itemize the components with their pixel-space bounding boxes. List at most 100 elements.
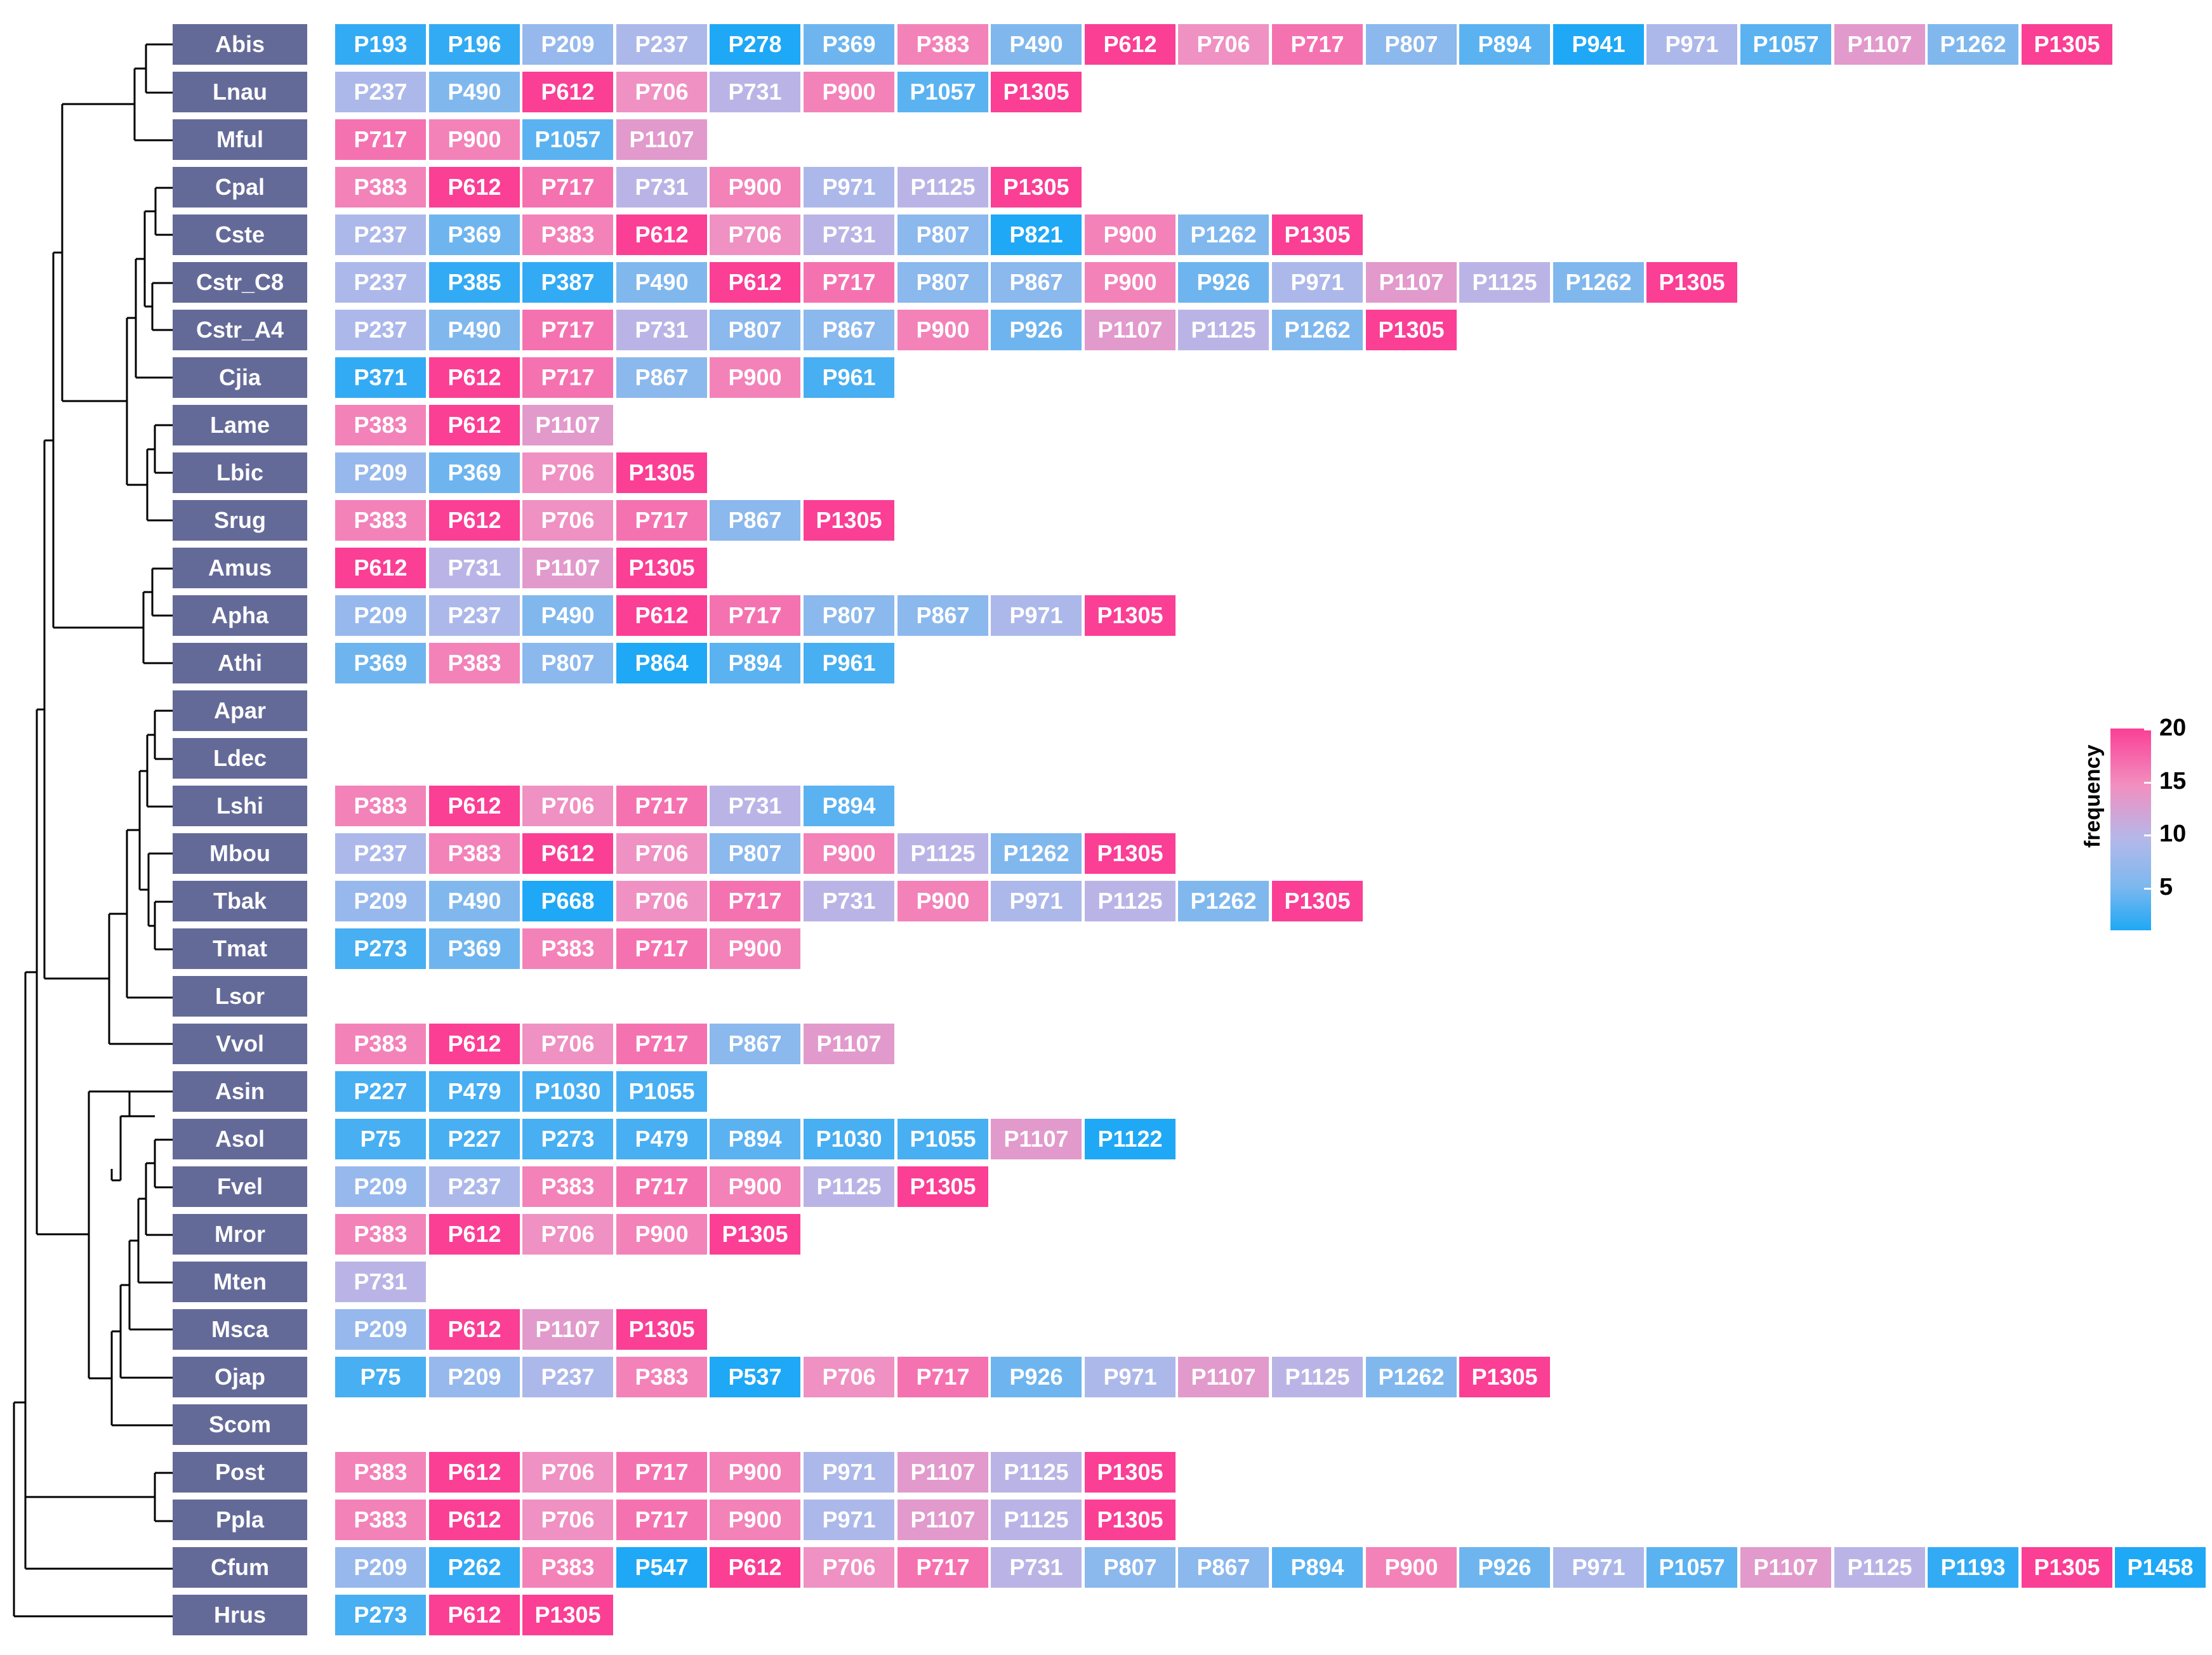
heatmap-cell: P227 [429, 1119, 520, 1159]
row-label: Lnau [173, 72, 307, 112]
heatmap-cell: P706 [804, 1547, 894, 1588]
heatmap-cell: P371 [335, 357, 426, 398]
heatmap-cell: P1055 [616, 1071, 707, 1112]
heatmap-cell: P706 [522, 452, 613, 493]
heatmap-cell: P971 [804, 167, 894, 208]
row-label: Ppla [173, 1500, 307, 1540]
heatmap-cell: P209 [335, 1309, 426, 1350]
legend-colorbar [2110, 729, 2151, 930]
heatmap-cell: P1262 [1178, 214, 1269, 255]
heatmap-cell: P273 [522, 1119, 613, 1159]
heatmap-cell: P717 [522, 167, 613, 208]
row-label: Lbic [173, 452, 307, 493]
heatmap-cell: P941 [1553, 24, 1644, 65]
heatmap-cell: P971 [991, 595, 1082, 636]
heatmap-cell: P1262 [1272, 310, 1363, 350]
heatmap-cell: P490 [616, 262, 707, 303]
heatmap-cell: P900 [710, 1500, 800, 1540]
heatmap-cell: P867 [897, 595, 988, 636]
row-label: Cjia [173, 357, 307, 398]
heatmap-cell: P383 [429, 833, 520, 874]
heatmap-cell: P717 [710, 881, 800, 921]
row-label: Ojap [173, 1357, 307, 1397]
heatmap-cell: P369 [429, 452, 520, 493]
heatmap-cell: P867 [710, 500, 800, 541]
heatmap-cell: P273 [335, 928, 426, 969]
heatmap-cell: P1262 [1928, 24, 2018, 65]
heatmap-cell: P894 [710, 643, 800, 683]
heatmap-cell: P1305 [1272, 881, 1363, 921]
legend-tick-label: 5 [2159, 874, 2173, 900]
heatmap-cell: P612 [429, 1309, 520, 1350]
heatmap-cell: P1305 [991, 72, 1082, 112]
heatmap-cell: P1107 [1178, 1357, 1269, 1397]
heatmap-cell: P900 [616, 1214, 707, 1255]
heatmap-cell: P706 [616, 833, 707, 874]
heatmap-cell: P262 [429, 1547, 520, 1588]
heatmap-cell: P612 [429, 1024, 520, 1064]
row-label: Asol [173, 1119, 307, 1159]
heatmap-cell: P717 [897, 1357, 988, 1397]
heatmap-cell: P1305 [1085, 595, 1176, 636]
row-label: Amus [173, 548, 307, 588]
row-label: Fvel [173, 1166, 307, 1207]
heatmap-cell: P612 [429, 1452, 520, 1493]
heatmap-cell: P807 [897, 214, 988, 255]
heatmap-cell: P926 [991, 1357, 1082, 1397]
heatmap-cell: P1305 [616, 452, 707, 493]
heatmap-cell: P1305 [991, 167, 1082, 208]
heatmap-cell: P1262 [1366, 1357, 1457, 1397]
heatmap-cell: P612 [710, 1547, 800, 1588]
heatmap-cell: P369 [335, 643, 426, 683]
heatmap-cell: P1107 [1834, 24, 1925, 65]
heatmap-cell: P387 [522, 262, 613, 303]
heatmap-cell: P1125 [1834, 1547, 1925, 1588]
heatmap-cell: P1030 [522, 1071, 613, 1112]
legend-tick-label: 15 [2159, 768, 2187, 795]
heatmap-cell: P383 [522, 1166, 613, 1207]
heatmap-cell: P807 [1366, 24, 1457, 65]
heatmap-cell: P479 [616, 1119, 707, 1159]
heatmap-cell: P1030 [804, 1119, 894, 1159]
heatmap-cell: P900 [710, 167, 800, 208]
row-label: Hrus [173, 1595, 307, 1635]
heatmap-cell: P717 [616, 1024, 707, 1064]
heatmap-cell: P717 [710, 595, 800, 636]
heatmap-cell: P731 [710, 72, 800, 112]
heatmap-cell: P1305 [897, 1166, 988, 1207]
heatmap-cell: P900 [1366, 1547, 1457, 1588]
heatmap-cell: P900 [710, 1166, 800, 1207]
heatmap-cell: P971 [1272, 262, 1363, 303]
heatmap-cell: P547 [616, 1547, 707, 1588]
heatmap-cell: P1107 [991, 1119, 1082, 1159]
dendrogram [13, 43, 173, 1618]
row-label: Srug [173, 500, 307, 541]
heatmap-cell: P717 [1272, 24, 1363, 65]
heatmap-cell: P1305 [1085, 833, 1176, 874]
heatmap-cell: P383 [522, 1547, 613, 1588]
heatmap-cell: P193 [335, 24, 426, 65]
heatmap-cell: P900 [710, 357, 800, 398]
heatmap-cell: P706 [522, 1024, 613, 1064]
heatmap-cell: P385 [429, 262, 520, 303]
row-label: Cstr_C8 [173, 262, 307, 303]
heatmap-cell: P731 [429, 548, 520, 588]
heatmap-cell: P706 [522, 1500, 613, 1540]
heatmap-cell: P731 [335, 1262, 426, 1302]
heatmap-cell: P1125 [1272, 1357, 1363, 1397]
heatmap-cell: P1305 [804, 500, 894, 541]
heatmap-cell: P971 [804, 1452, 894, 1493]
heatmap-cell: P383 [335, 405, 426, 445]
heatmap-cell: P717 [522, 310, 613, 350]
legend-tick-label: 20 [2159, 715, 2187, 741]
heatmap-cell: P971 [1646, 24, 1737, 65]
heatmap-cell: P867 [616, 357, 707, 398]
heatmap-cell: P731 [991, 1547, 1082, 1588]
heatmap-cell: P731 [804, 214, 894, 255]
heatmap-cell: P864 [616, 643, 707, 683]
heatmap-cell: P717 [616, 928, 707, 969]
heatmap-cell: P237 [335, 262, 426, 303]
heatmap-cell: P971 [991, 881, 1082, 921]
heatmap-cell: P1057 [1740, 24, 1831, 65]
heatmap-cell: P1107 [522, 405, 613, 445]
